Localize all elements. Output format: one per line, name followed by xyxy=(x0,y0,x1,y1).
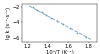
X-axis label: 10³/T (K⁻¹): 10³/T (K⁻¹) xyxy=(46,50,73,54)
Point xyxy=(37,9,38,10)
Point xyxy=(45,14,46,15)
Point xyxy=(85,36,86,37)
Point xyxy=(50,17,52,18)
Point xyxy=(32,7,34,8)
Point xyxy=(77,32,78,33)
Y-axis label: lg k (s⁻¹·s⁻¹): lg k (s⁻¹·s⁻¹) xyxy=(6,7,11,39)
Point xyxy=(62,24,64,25)
Point xyxy=(70,28,71,29)
Point xyxy=(41,11,42,12)
